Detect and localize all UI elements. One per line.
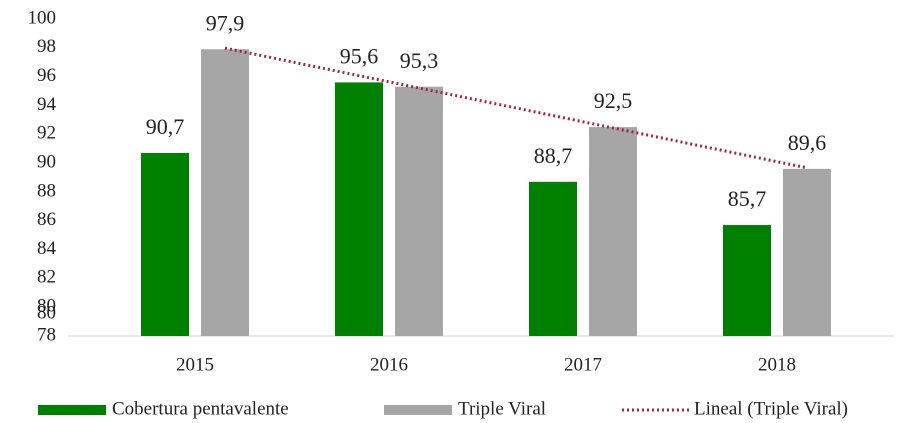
bar: [783, 168, 831, 336]
bar: [589, 127, 637, 337]
data-label: 95,3: [400, 48, 439, 73]
data-label: 88,7: [534, 143, 573, 168]
bar: [529, 181, 577, 336]
legend-label: Triple Viral: [458, 398, 546, 419]
y-tick-label: 96: [37, 65, 56, 86]
legend-label: Cobertura pentavalente: [112, 398, 289, 419]
data-label: 97,9: [206, 10, 245, 35]
y-tick-label: 84: [37, 238, 57, 259]
bar: [395, 86, 443, 337]
x-tick-label: 2016: [370, 354, 408, 375]
y-tick-label: 94: [37, 94, 57, 115]
y-tick-label: 82: [37, 267, 56, 288]
bar: [335, 82, 383, 337]
legend-swatch: [38, 405, 106, 415]
y-tick-label: 80: [37, 296, 56, 317]
x-tick-label: 2017: [564, 354, 602, 375]
x-tick-label: 2015: [176, 354, 214, 375]
bar: [141, 153, 189, 336]
legend-swatch: [384, 405, 452, 415]
y-tick-label: 86: [37, 209, 56, 230]
trend-line: [224, 46, 808, 170]
data-label: 90,7: [146, 114, 185, 139]
bar: [201, 49, 249, 336]
y-tick-label: 80: [37, 303, 56, 324]
y-tick-label: 88: [37, 180, 56, 201]
data-label: 95,6: [340, 43, 379, 68]
y-tick-label: 100: [28, 7, 57, 28]
x-tick-label: 2018: [758, 354, 796, 375]
y-tick-label: 92: [37, 123, 56, 144]
data-label: 92,5: [594, 88, 633, 113]
y-tick-label: 98: [37, 36, 56, 57]
legend-label: Lineal (Triple Viral): [694, 398, 848, 419]
data-label: 85,7: [728, 186, 767, 211]
y-tick-label: 78: [37, 324, 56, 345]
y-tick-label: 90: [37, 151, 56, 172]
data-label: 89,6: [788, 130, 827, 155]
bar: [723, 225, 771, 336]
